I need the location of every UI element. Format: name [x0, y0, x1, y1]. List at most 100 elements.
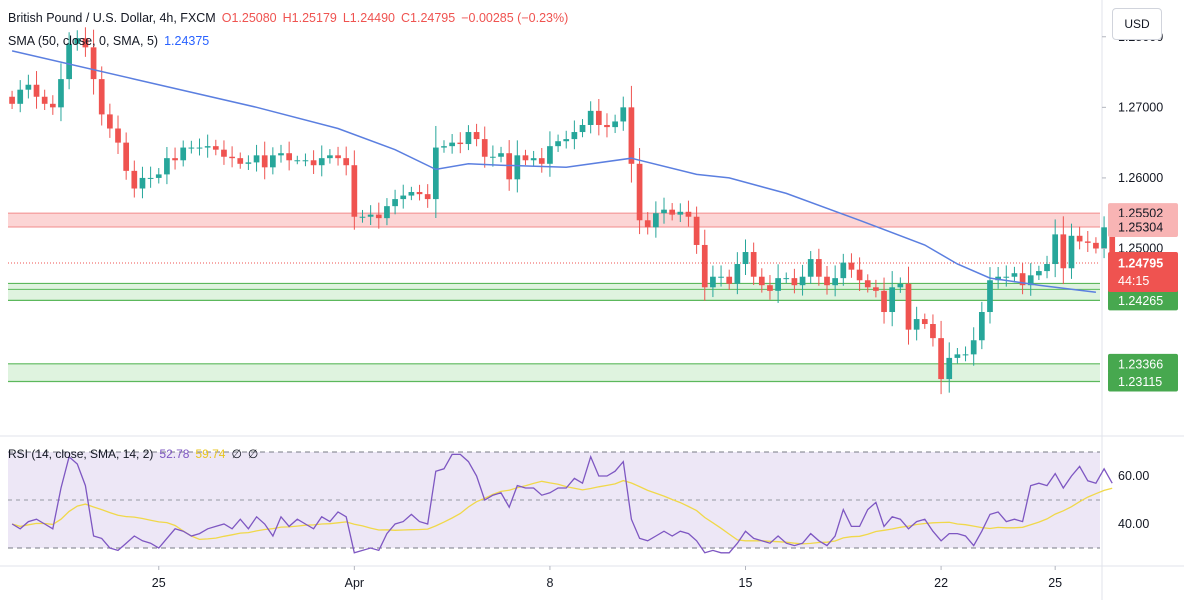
candle-body — [155, 174, 162, 178]
high-value: H1.25179 — [282, 11, 337, 25]
candle-body — [367, 214, 374, 217]
candle-body — [848, 262, 855, 270]
candle-body — [221, 149, 227, 157]
rsi-value: 52.78 — [159, 447, 190, 461]
candle-body — [604, 124, 610, 128]
candle-body — [196, 147, 203, 149]
rsi-extra-2: ∅ — [247, 447, 259, 461]
candle-body — [677, 211, 684, 215]
price-tick-label: 1.27000 — [1118, 100, 1163, 114]
support-zone-2 — [8, 363, 1100, 382]
candle-body — [1011, 273, 1018, 277]
price-label: 1.25304 — [1118, 221, 1163, 235]
time-tick-label: 8 — [546, 576, 553, 590]
candle-body — [653, 213, 659, 228]
candle-body — [881, 290, 887, 313]
candle-body — [710, 276, 716, 288]
candle-body — [49, 103, 56, 108]
candle-body — [1044, 264, 1050, 272]
candle-body — [1052, 234, 1059, 265]
resistance-zone — [8, 213, 1100, 228]
change-value: −0.00285 (−0.23%) — [461, 11, 569, 25]
candle-body — [359, 216, 366, 218]
candle-body — [718, 276, 724, 278]
open-value: O1.25080 — [221, 11, 277, 25]
candle-body — [1003, 276, 1010, 278]
candle-body — [685, 211, 692, 217]
candle-body — [41, 96, 48, 104]
candle-body — [229, 156, 235, 159]
sma-legend: SMA (50, close, 0, SMA, 5) 1.24375 — [8, 34, 215, 48]
candle-body — [457, 142, 464, 145]
candle-body — [791, 278, 798, 286]
currency-button[interactable]: USD — [1112, 8, 1162, 40]
candle-body — [783, 278, 790, 280]
candle-body — [930, 324, 936, 339]
candle-body — [563, 139, 570, 142]
candle-body — [962, 354, 969, 356]
candle-body — [327, 155, 333, 159]
candle-body — [294, 160, 301, 162]
candle-body — [987, 280, 993, 313]
time-tick-label: 25 — [152, 576, 166, 590]
candle-body — [237, 158, 244, 164]
candle-body — [481, 139, 488, 157]
candle-body — [1101, 227, 1107, 249]
close-value: C1.24795 — [401, 11, 456, 25]
time-tick-label: 15 — [739, 576, 753, 590]
candle-body — [905, 283, 912, 330]
candle-body — [970, 340, 977, 355]
candle-body — [1068, 235, 1075, 269]
candle-body — [375, 214, 382, 219]
candle-body — [441, 146, 447, 148]
candle-body — [767, 285, 773, 291]
candle-body — [384, 206, 390, 219]
candle-body — [856, 269, 863, 281]
rsi-sma-value: 59.74 — [195, 447, 226, 461]
candle-body — [873, 287, 879, 291]
candle-body — [538, 158, 545, 164]
candle-body — [840, 262, 847, 279]
candle-body — [758, 276, 765, 286]
low-value: L1.24490 — [342, 11, 395, 25]
candle-body — [131, 170, 138, 189]
price-label: 1.24265 — [1118, 294, 1163, 308]
candle-body — [595, 110, 602, 125]
candle-body — [498, 153, 504, 157]
candle-body — [278, 153, 284, 156]
candle-body — [726, 276, 733, 284]
candle-body — [522, 155, 529, 161]
candle-body — [424, 194, 431, 200]
rsi-legend: RSI (14, close, SMA, 14, 2) 52.78 59.74 ∅ ∅ — [8, 447, 264, 461]
candle-body — [212, 146, 219, 150]
candle-body — [1027, 275, 1034, 286]
candle-body — [799, 276, 806, 286]
candle-body — [286, 153, 293, 161]
candle-body — [74, 38, 81, 44]
rsi-line — [11, 453, 1113, 554]
candle-body — [506, 153, 513, 180]
main-legend: British Pound / U.S. Dollar, 4h, FXCM O1.… — [8, 11, 574, 25]
candle-body — [432, 147, 439, 200]
candle-body — [693, 216, 700, 245]
candle-body — [1084, 241, 1091, 243]
rsi-extra-1: ∅ — [231, 447, 242, 461]
candle-body — [938, 338, 944, 380]
candle-body — [547, 146, 553, 164]
candle-body — [9, 96, 15, 104]
rsi-tick-label: 40.00 — [1118, 517, 1149, 531]
candle-body — [392, 199, 398, 207]
price-label-box — [1108, 353, 1178, 374]
candle-body — [864, 280, 871, 288]
candle-body — [188, 147, 195, 149]
candle-body — [107, 114, 113, 129]
candle-body — [302, 160, 309, 162]
sma-line — [11, 50, 1096, 294]
price-label-box — [1108, 290, 1178, 311]
candle-body — [335, 155, 341, 159]
candle-body — [995, 276, 1001, 281]
candle-body — [1036, 271, 1042, 276]
time-tick-label: Apr — [345, 576, 364, 590]
candle-body — [946, 357, 953, 380]
